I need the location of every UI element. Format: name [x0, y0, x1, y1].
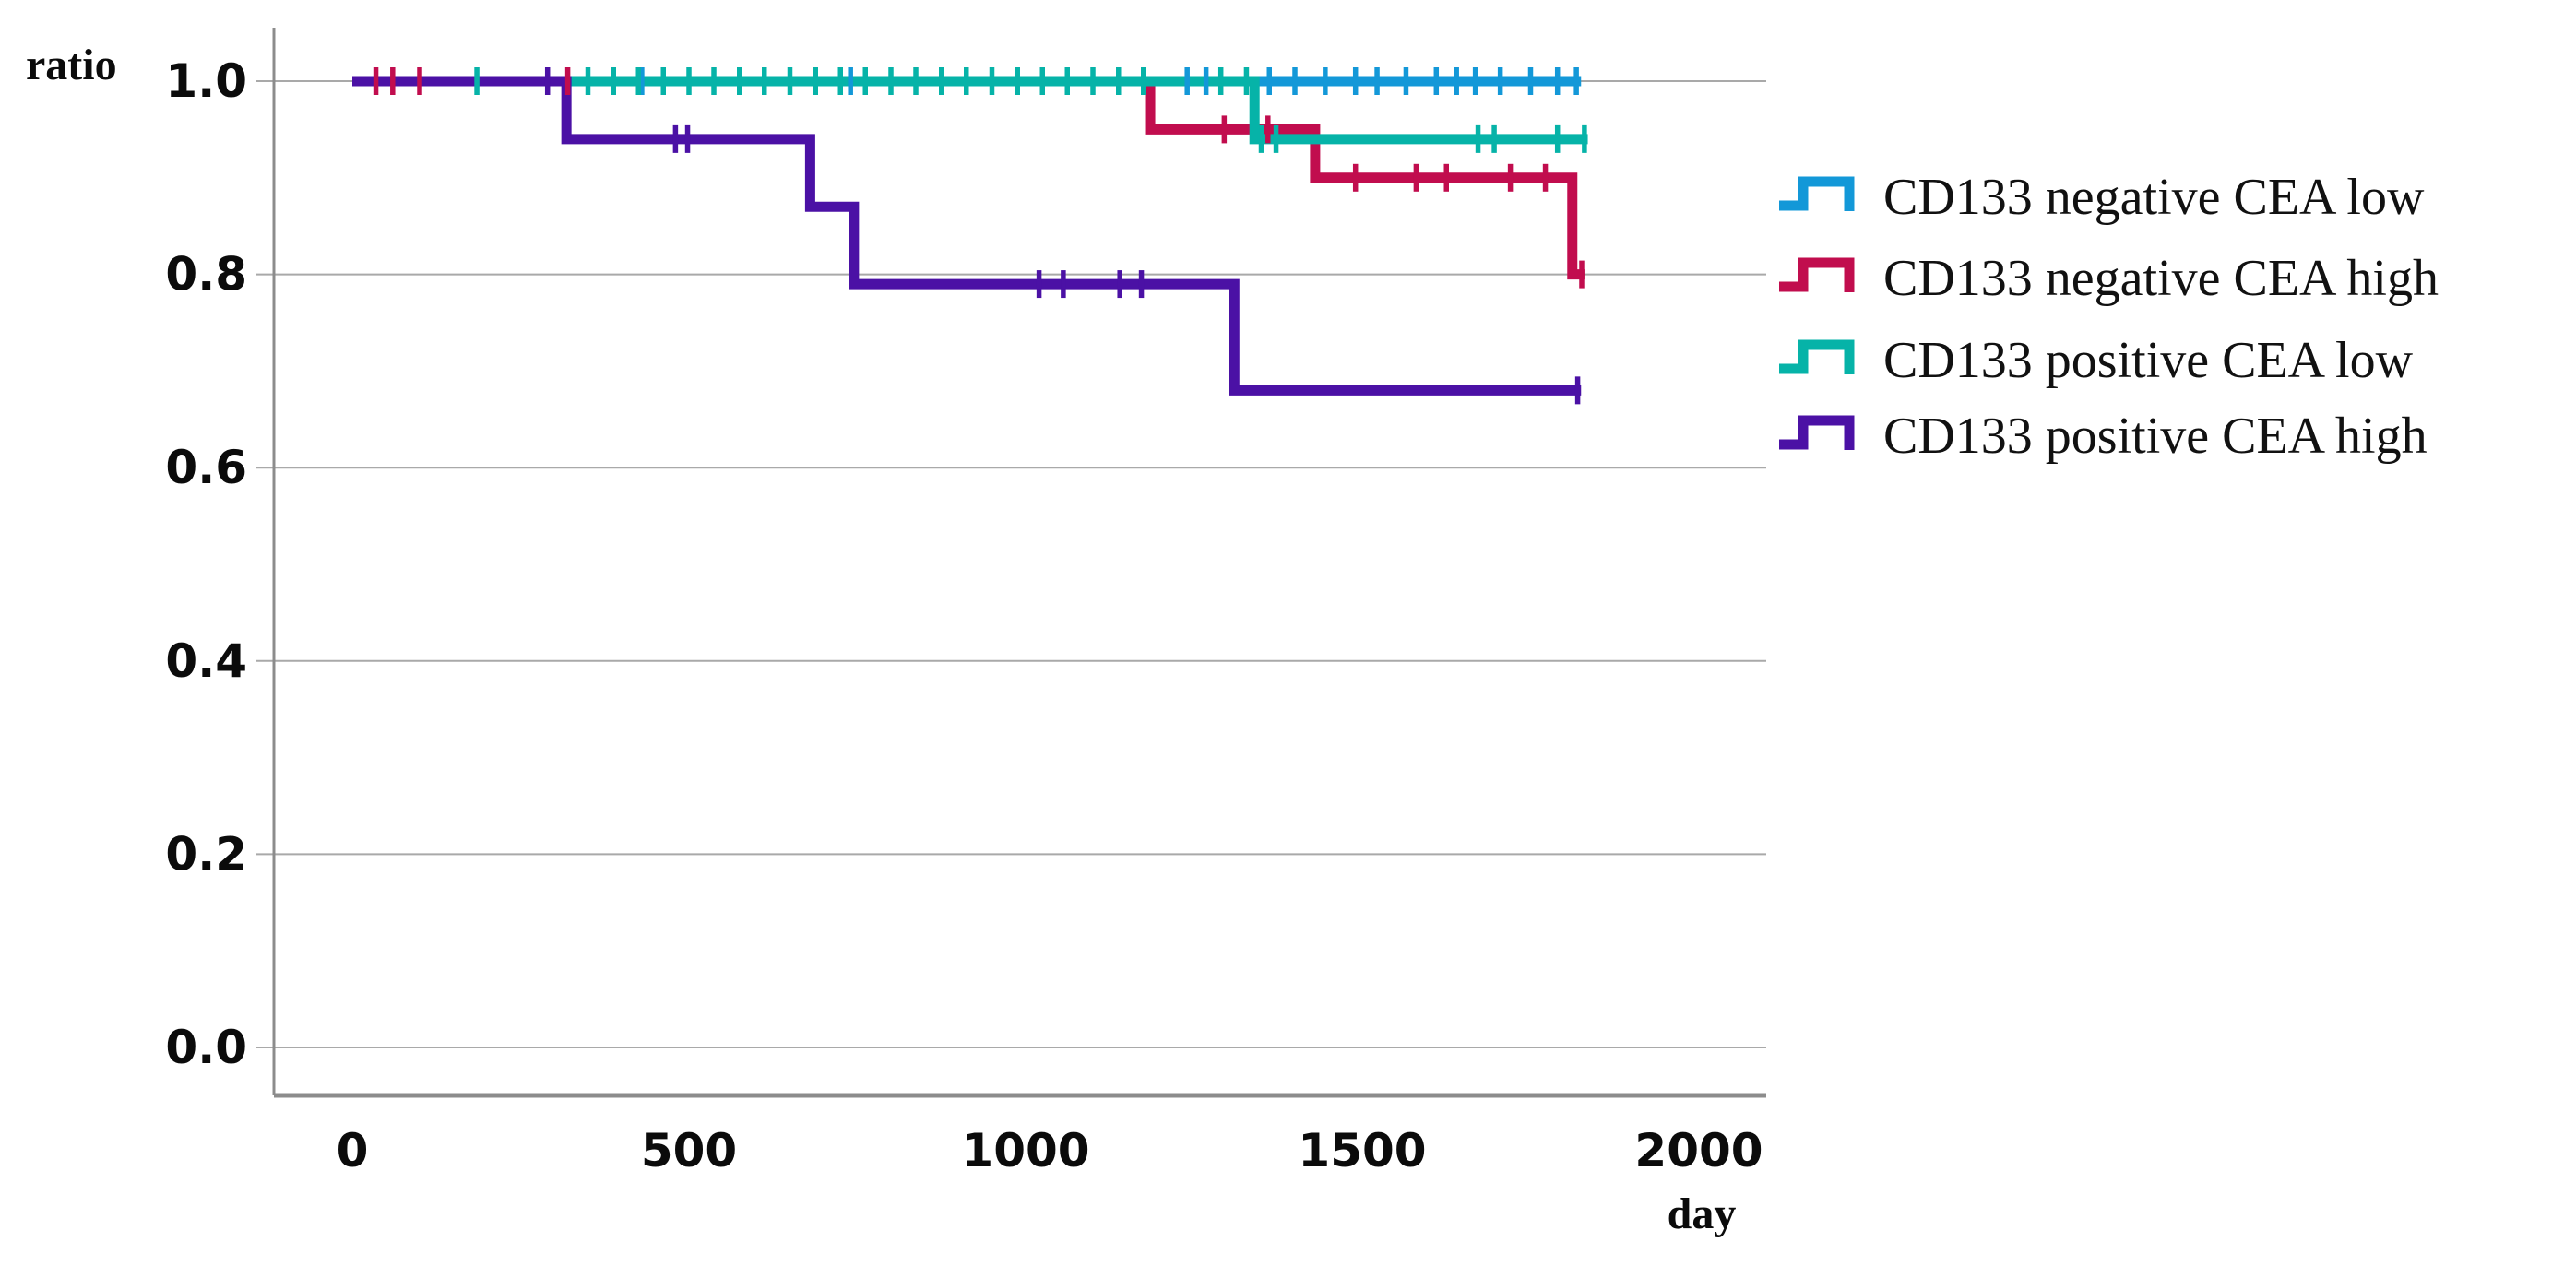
y-axis-title: ratio: [26, 41, 117, 89]
legend-key-cd133-negative-cea-high-icon: [1779, 257, 1855, 292]
legend-item-cd133-positive-cea-low: CD133 positive CEA low: [1779, 332, 2414, 389]
censor-ticks-cd133-negative-cea-low: [639, 67, 1579, 95]
grid-layer: [256, 80, 1766, 1048]
legend-label-cd133-positive-cea-low: CD133 positive CEA low: [1883, 332, 2414, 389]
legend-label-cd133-negative-cea-high: CD133 negative CEA high: [1883, 250, 2439, 307]
censor-ticks-cd133-negative-cea-high: [373, 67, 1585, 289]
legend-item-cd133-positive-cea-high: CD133 positive CEA high: [1779, 408, 2428, 465]
x-tick-label-1000: 1000: [961, 1124, 1089, 1177]
legend-item-cd133-negative-cea-high: CD133 negative CEA high: [1779, 250, 2439, 307]
legend: CD133 negative CEA low CD133 negative CEA…: [1779, 169, 2439, 465]
censor-ticks-cd133-positive-cea-high: [544, 67, 1581, 405]
x-tick-label-1500: 1500: [1298, 1124, 1426, 1177]
curve-layer: [352, 76, 1588, 396]
y-tick-label-0.0: 0.0: [165, 1021, 247, 1074]
legend-key-cd133-negative-cea-low-icon: [1779, 176, 1855, 211]
legend-label-cd133-negative-cea-low: CD133 negative CEA low: [1883, 169, 2425, 226]
legend-key-cd133-positive-cea-high-icon: [1779, 415, 1855, 450]
x-tick-label-500: 500: [641, 1124, 737, 1177]
x-axis-title: day: [1668, 1189, 1737, 1238]
legend-key-cd133-positive-cea-low-icon: [1779, 339, 1855, 374]
legend-item-cd133-negative-cea-low: CD133 negative CEA low: [1779, 169, 2425, 226]
x-tick-label-2000: 2000: [1634, 1124, 1763, 1177]
y-tick-label-0.6: 0.6: [165, 441, 247, 494]
x-tick-label-0: 0: [337, 1124, 369, 1177]
y-tick-label-0.8: 0.8: [165, 248, 247, 302]
km-curve-cd133-positive-cea-low: [352, 76, 1588, 145]
censor-layer: [373, 67, 1587, 405]
km-curve-cd133-positive-cea-high: [352, 76, 1582, 396]
y-tick-label-0.4: 0.4: [165, 634, 247, 688]
axis-layer: [272, 28, 1766, 1098]
y-tick-label-0.2: 0.2: [165, 827, 247, 881]
legend-label-cd133-positive-cea-high: CD133 positive CEA high: [1883, 408, 2428, 465]
y-tick-label-1.0: 1.0: [165, 54, 247, 108]
censor-ticks-cd133-positive-cea-low: [474, 67, 1587, 153]
tick-label-layer: 1.0 0.8 0.6 0.4 0.2 0.0 0 500 1000 1500 2000: [165, 54, 1763, 1177]
km-curve-cd133-negative-cea-high: [352, 76, 1585, 280]
